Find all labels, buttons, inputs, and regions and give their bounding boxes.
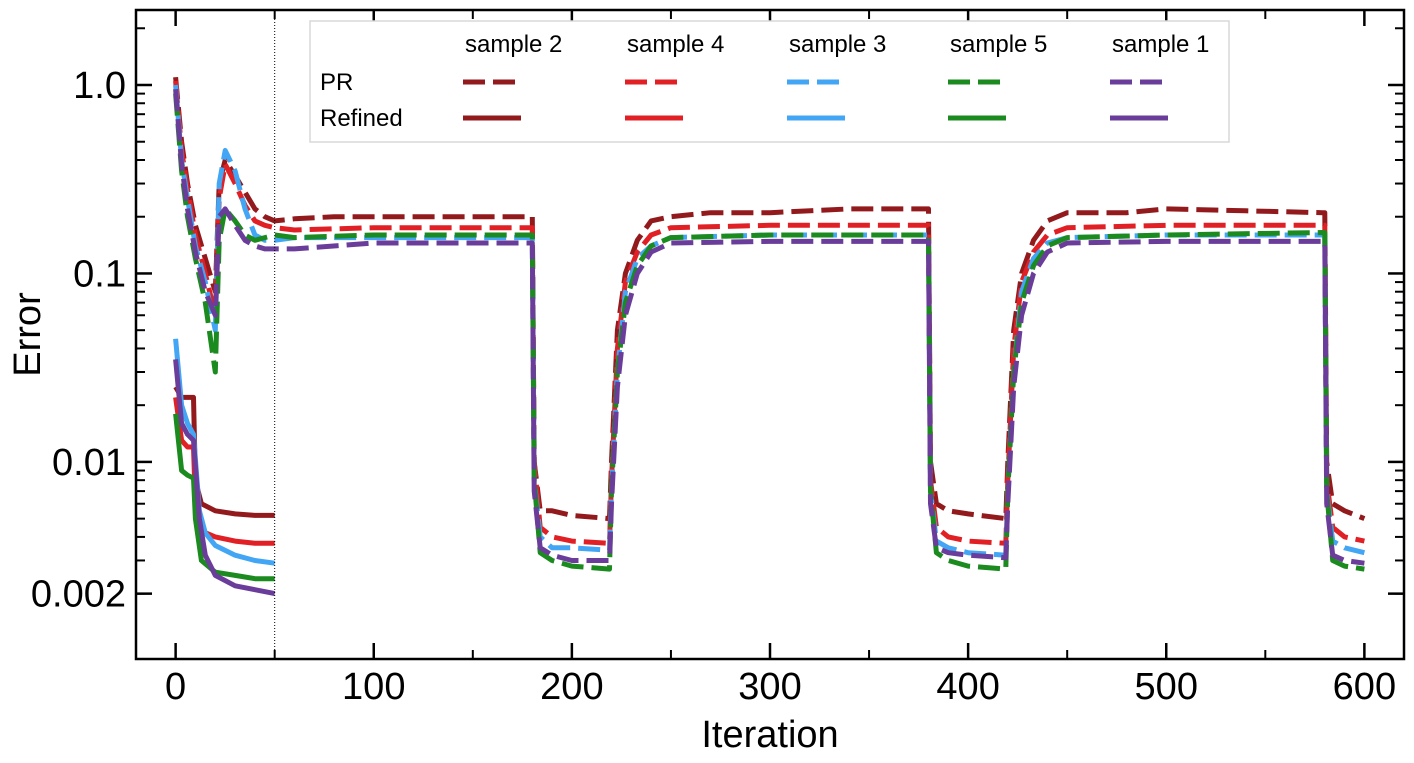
x-tick-label: 100 (342, 666, 405, 708)
legend-sample-label: sample 4 (627, 31, 724, 58)
series-line-sample-3-pr (173, 84, 1366, 558)
y-tick-label: 0.1 (73, 253, 126, 295)
legend-sample-label: sample 3 (789, 31, 886, 58)
series-line-sample-4-pr (173, 80, 1365, 546)
x-tick-label: 200 (540, 666, 603, 708)
x-tick-label: 0 (165, 666, 186, 708)
series-line-sample-1-refined (173, 359, 276, 597)
legend-sample-label: sample 1 (1112, 31, 1209, 58)
series-line-sample-1-pr (173, 89, 1365, 566)
x-tick-label: 400 (936, 666, 999, 708)
legend-sample-label: sample 2 (465, 31, 562, 58)
legend-row-label: PR (320, 69, 353, 96)
y-tick-label: 0.01 (52, 442, 126, 484)
x-tick-label: 300 (738, 666, 801, 708)
y-axis-title: Error (7, 292, 49, 377)
legend: PR Refined sample 2 sample 4 sample 3 sample … (309, 20, 1230, 143)
x-axis-title: Iteration (701, 714, 838, 756)
plot-lines (173, 76, 1366, 597)
series-line-sample-5-refined (173, 413, 275, 582)
legend-row-label: Refined (320, 105, 403, 132)
axes: 0 100 200 300 400 500 600 0.002 0.01 0.1 1.0 Iterat… (7, 8, 1406, 756)
series-line-sample-5-pr (173, 93, 1365, 572)
y-tick-label: 0.002 (31, 574, 126, 616)
x-tick-label: 500 (1135, 666, 1198, 708)
legend-sample-label: sample 5 (950, 31, 1047, 58)
y-tick-label: 1.0 (73, 65, 126, 107)
legend-box (309, 20, 1230, 143)
x-tick-label: 600 (1333, 666, 1396, 708)
series-line-sample-2-pr (173, 76, 1366, 522)
